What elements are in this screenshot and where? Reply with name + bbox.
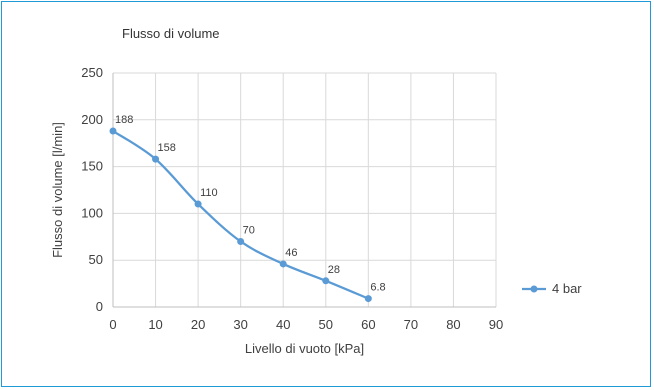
x-tick-label: 20	[191, 317, 205, 332]
data-label: 70	[243, 224, 255, 236]
y-tick-label: 250	[81, 65, 103, 80]
y-tick-label: 0	[96, 299, 103, 314]
data-point	[322, 277, 330, 285]
x-tick-label: 80	[446, 317, 460, 332]
data-point	[194, 200, 202, 208]
data-point	[109, 127, 117, 135]
x-tick-label: 60	[361, 317, 375, 332]
x-tick-label: 90	[489, 317, 503, 332]
y-tick-label: 100	[81, 205, 103, 220]
x-tick-label: 70	[404, 317, 418, 332]
data-point	[152, 155, 160, 163]
data-point	[279, 260, 287, 268]
data-label: 28	[328, 264, 340, 276]
data-label: 46	[285, 247, 297, 259]
chart-title: Flusso di volume	[122, 26, 220, 41]
legend-marker	[530, 285, 538, 293]
x-tick-label: 50	[319, 317, 333, 332]
data-label: 158	[158, 142, 176, 154]
data-label: 110	[200, 187, 218, 199]
data-point	[237, 237, 245, 245]
y-tick-label: 150	[81, 159, 103, 174]
x-tick-label: 10	[148, 317, 162, 332]
data-point	[364, 295, 372, 303]
y-tick-label: 200	[81, 112, 103, 127]
y-tick-label: 50	[89, 252, 103, 267]
legend-label: 4 bar	[552, 281, 582, 296]
x-axis-title: Livello di vuoto [kPa]	[245, 341, 364, 356]
data-label: 6.8	[370, 282, 385, 294]
x-tick-label: 0	[109, 317, 116, 332]
x-tick-label: 30	[233, 317, 247, 332]
data-label: 188	[115, 114, 133, 126]
y-axis-title: Flusso di volume [l/min]	[50, 122, 65, 258]
x-tick-label: 40	[276, 317, 290, 332]
